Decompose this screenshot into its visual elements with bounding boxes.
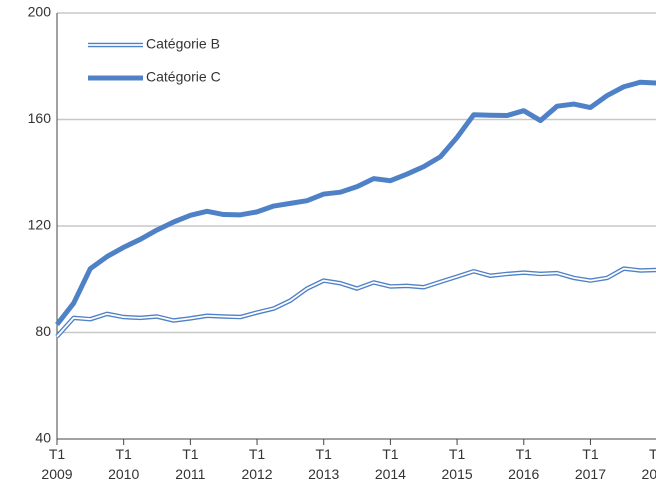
legend-label: Catégorie C bbox=[146, 69, 221, 85]
x-tick-label: T1 2014 bbox=[375, 446, 406, 482]
y-tick-label: 80 bbox=[35, 323, 51, 339]
x-tick-label: T1 2013 bbox=[308, 446, 339, 482]
x-tick-label: T1 2015 bbox=[442, 446, 473, 482]
line-series-inner bbox=[56, 267, 656, 338]
legend-label: Catégorie B bbox=[146, 36, 220, 52]
y-tick-label: 200 bbox=[28, 4, 52, 20]
x-tick-label: T12018 bbox=[642, 446, 656, 482]
x-tick-label: T1 2010 bbox=[108, 446, 139, 482]
x-tick-label: T1 2017 bbox=[575, 446, 606, 482]
line-series bbox=[55, 266, 656, 338]
y-tick-label: 160 bbox=[28, 110, 52, 126]
x-tick-label: T1 2016 bbox=[508, 446, 539, 482]
x-tick-label: T1 2012 bbox=[241, 446, 272, 482]
x-tick-label: T1 2009 bbox=[41, 446, 72, 482]
x-tick-label: T1 2011 bbox=[175, 446, 205, 482]
line-series bbox=[55, 79, 656, 327]
y-tick-label: 120 bbox=[28, 217, 52, 233]
y-tick-label: 40 bbox=[35, 430, 51, 446]
